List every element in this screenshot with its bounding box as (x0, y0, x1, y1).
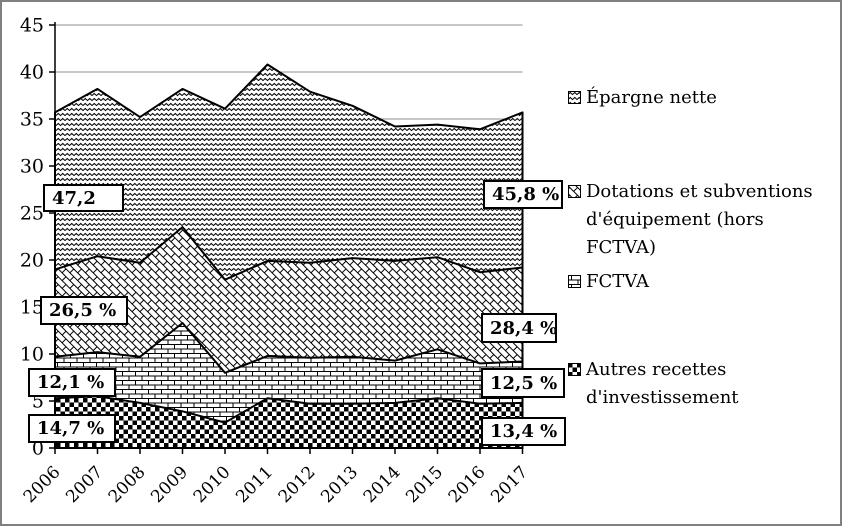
x-axis-label: 2015 (402, 462, 447, 507)
y-axis-label: 45 (20, 15, 44, 37)
legend-item-autres-recettes: Autres recettes d'investissement (568, 356, 818, 412)
y-axis-label: 15 (20, 297, 44, 319)
y-axis-label: 20 (20, 250, 44, 272)
legend-label: Autres recettes d'investissement (586, 359, 739, 408)
brick-pattern-swatch-icon (568, 275, 581, 288)
callout-dotations-right: 28,4 % (481, 313, 557, 343)
x-axis-label: 2014 (360, 462, 405, 507)
legend-label: Dotations et subventions d'équipement (h… (586, 181, 813, 258)
x-axis-label: 2010 (190, 462, 235, 507)
x-axis-label: 2008 (105, 462, 150, 507)
wave-pattern-swatch-icon (568, 91, 581, 104)
diagonal-brick-pattern-swatch-icon (568, 185, 581, 198)
x-axis-label: 2013 (317, 462, 362, 507)
callout-fctva-right: 12,5 % (481, 368, 565, 398)
x-axis-label: 2017 (487, 462, 532, 507)
callout-autres-right: 13,4 % (481, 417, 566, 446)
y-axis-label: 10 (20, 344, 44, 366)
legend-label: FCTVA (586, 271, 650, 292)
legend-item-epargne-nette: Épargne nette (568, 84, 717, 112)
callout-epargne-left: 47,2 (43, 184, 124, 212)
legend-item-fctva: FCTVA (568, 268, 649, 296)
y-axis-label: 35 (20, 109, 44, 131)
x-axis-label: 2011 (232, 462, 277, 507)
callout-dotations-left: 26,5 % (40, 296, 128, 325)
callout-fctva-left: 12,1 % (28, 368, 116, 397)
area-series (54, 63, 524, 449)
checkerboard-pattern-swatch-icon (568, 363, 581, 376)
legend-item-dotations: Dotations et subventions d'équipement (h… (568, 178, 818, 262)
y-axis-label: 30 (20, 156, 44, 178)
area-checkerboard (54, 395, 524, 449)
y-axis-label: 0 (32, 438, 44, 460)
x-axis-label: 2007 (62, 462, 107, 507)
x-axis-label: 2016 (445, 462, 490, 507)
x-axis-label: 2012 (275, 462, 320, 507)
y-axis-label: 40 (20, 62, 44, 84)
x-axis-label: 2009 (147, 462, 192, 507)
legend-label: Épargne nette (586, 87, 717, 108)
x-axis-label: 2006 (20, 462, 65, 507)
y-axis-label: 25 (20, 203, 44, 225)
callout-autres-left: 14,7 % (28, 414, 116, 443)
callout-epargne-right: 45,8 % (483, 180, 563, 209)
